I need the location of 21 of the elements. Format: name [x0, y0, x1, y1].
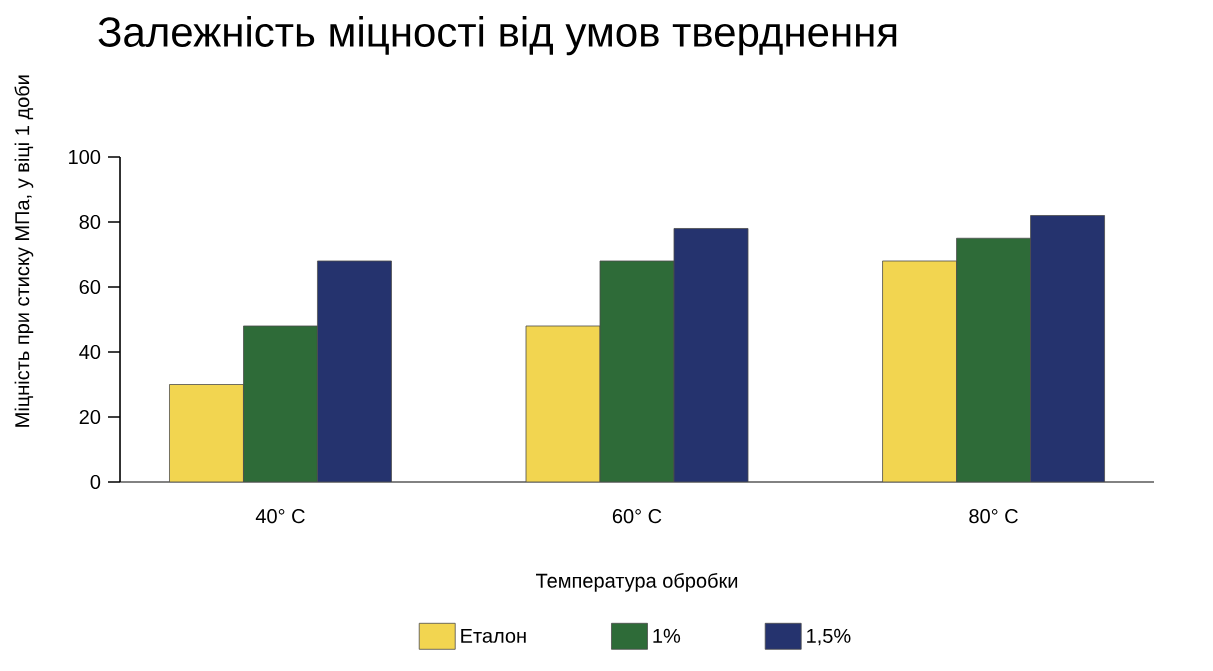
legend-label: Еталон — [461, 628, 526, 643]
bar — [673, 228, 749, 482]
x-tick-label: 40° C — [255, 509, 305, 524]
chart-title: Залежність міцності від умов тверднення — [98, 16, 897, 56]
y-tick-label: 20 — [79, 409, 101, 425]
bar — [169, 384, 244, 482]
legend-label: 1% — [653, 628, 681, 643]
y-tick-label: 100 — [69, 149, 101, 165]
y-tick-label: 40 — [79, 344, 101, 360]
bar — [882, 260, 957, 482]
y-tick-label: 0 — [90, 474, 101, 490]
y-tick-label: 60 — [79, 279, 101, 295]
bar — [317, 260, 392, 482]
x-tick-label: 80° C — [969, 509, 1018, 524]
x-axis-title: Температура обробки — [536, 572, 738, 592]
y-axis-title: Міцність при стиску МПа, у віці 1 доби — [14, 75, 34, 427]
bar — [1030, 215, 1105, 482]
x-tick-label: 60° C — [612, 509, 662, 524]
legend-label: 1,5% — [807, 628, 851, 646]
y-tick-label: 80 — [79, 214, 101, 230]
bar — [525, 325, 601, 482]
